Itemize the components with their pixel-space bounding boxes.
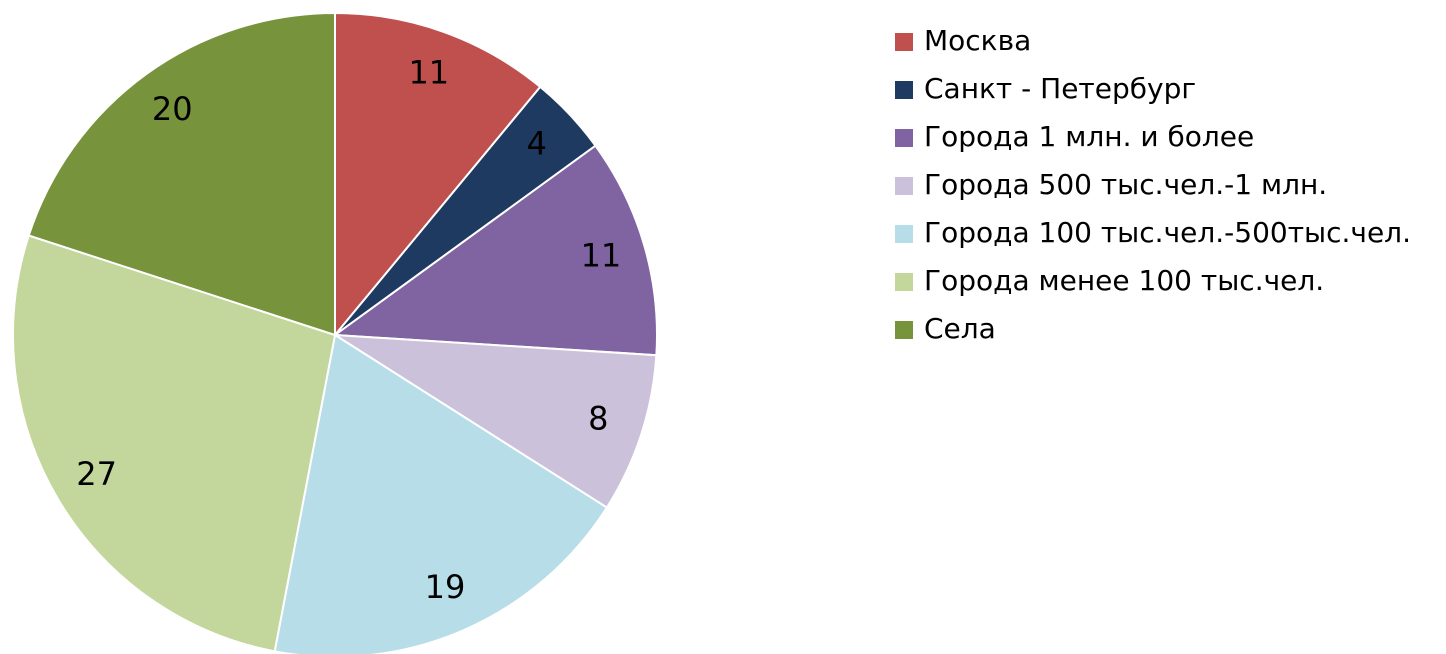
- data-label: 8: [588, 400, 608, 438]
- legend-label: Города 100 тыс.чел.-500тыс.чел.: [924, 216, 1411, 249]
- legend-label: Москва: [924, 24, 1031, 57]
- pie-slice: [12, 234, 337, 653]
- legend-swatch: [895, 33, 913, 51]
- legend-swatch: [895, 321, 913, 339]
- pie-slice: [334, 11, 542, 338]
- data-label: 19: [425, 568, 466, 606]
- legend-swatch: [895, 129, 913, 147]
- data-label: 11: [581, 237, 622, 275]
- data-label: 4: [527, 124, 547, 162]
- data-label: 27: [76, 455, 117, 493]
- data-label: 11: [408, 53, 449, 91]
- pie-slice: [273, 333, 609, 654]
- legend-swatch: [895, 273, 913, 291]
- legend-label: Города 1 млн. и более: [924, 120, 1254, 153]
- pie-slice: [27, 11, 336, 337]
- legend-label: Села: [924, 312, 996, 345]
- pie-slice: [334, 334, 658, 509]
- legend-label: Санкт - Петербург: [924, 72, 1196, 105]
- legend-swatch: [895, 225, 913, 243]
- data-label: 20: [152, 90, 193, 128]
- legend-swatch: [895, 177, 913, 195]
- legend-label: Города менее 100 тыс.чел.: [924, 264, 1324, 297]
- legend-label: Города 500 тыс.чел.-1 млн.: [924, 168, 1327, 201]
- pie-slice: [332, 144, 658, 357]
- legend-swatch: [895, 81, 913, 99]
